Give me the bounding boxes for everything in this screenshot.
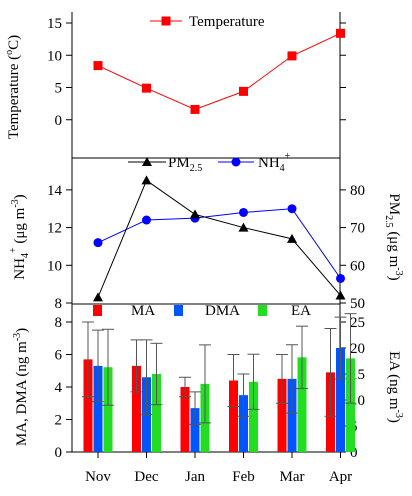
dma-bar xyxy=(239,395,248,452)
legend-temperature-label: Temperature xyxy=(189,14,265,30)
ea-bar xyxy=(249,381,258,452)
legend-ma-marker xyxy=(93,305,102,316)
x-tick-label: Feb xyxy=(232,469,255,485)
ma-dma-axis-tick-label: 0 xyxy=(55,445,63,461)
ma-bar xyxy=(277,378,287,452)
temperature-point xyxy=(93,61,103,71)
nh4-point xyxy=(287,204,297,214)
nh4-point xyxy=(93,238,103,248)
temperature-point xyxy=(336,28,345,38)
ea-axis-tick-label: 0 xyxy=(350,445,358,461)
axis-labels-layer: Temperature (oC) NH4+ (μg m-3) PM2.5 (μg m… xyxy=(4,35,404,446)
nh4-point xyxy=(336,273,345,283)
legend-dma-marker xyxy=(174,305,183,316)
ma-bar xyxy=(180,387,190,452)
pm25-point xyxy=(335,290,346,300)
pm25-point xyxy=(141,175,152,185)
pm25-axis-tick-label: 60 xyxy=(350,258,365,274)
x-tick-label: Mar xyxy=(280,469,305,485)
pm25-axis-tick-label: 80 xyxy=(350,183,365,199)
temperature-point xyxy=(287,51,297,61)
temperature-point xyxy=(239,86,248,96)
ma-dma-axis-tick-label: 8 xyxy=(55,315,63,331)
temperature-axis-label: Temperature (oC) xyxy=(4,35,22,139)
ma-bar xyxy=(83,359,93,452)
nh4-axis-tick-label: 8 xyxy=(55,296,63,312)
marks-layer xyxy=(82,28,357,452)
nh4-axis-tick-label: 10 xyxy=(47,258,62,274)
ea-bar xyxy=(297,357,307,452)
nh4-point xyxy=(142,215,151,225)
pm25-point xyxy=(190,209,200,219)
pm25-point xyxy=(238,222,249,232)
ma-bar xyxy=(132,365,141,452)
temperature-axis-tick-label: 5 xyxy=(55,81,63,97)
temperature-point xyxy=(190,104,200,114)
ea-axis-tick-label: 20 xyxy=(350,341,365,357)
ma-dma-axis-tick-label: 6 xyxy=(55,348,63,364)
ma-dma-axis-tick-label: 4 xyxy=(55,380,63,396)
ma-dma-axis-tick-label: 2 xyxy=(55,413,63,429)
legend-nh4-marker xyxy=(231,157,241,167)
temperature-axis-tick-label: 15 xyxy=(47,16,62,32)
nh4-line xyxy=(97,208,341,279)
x-tick-label: Dec xyxy=(134,469,158,485)
x-tick-label: Apr xyxy=(329,469,352,485)
dma-bar xyxy=(93,365,103,452)
ea-axis-tick-label: 25 xyxy=(350,315,365,331)
ea-bar xyxy=(152,374,161,452)
nh4-axis-tick-label: 14 xyxy=(47,183,63,199)
pm25-axis-tick-label: 50 xyxy=(350,296,365,312)
ma-bar xyxy=(229,380,238,452)
legend-dma-label: DMA xyxy=(205,303,240,319)
pm25-axis-tick-label: 70 xyxy=(350,221,365,237)
pm25-point xyxy=(93,292,103,302)
x-tick-label: Nov xyxy=(85,469,111,485)
dma-bar xyxy=(287,378,297,452)
pm25-line xyxy=(97,179,341,298)
x-tick-label: Jan xyxy=(185,469,205,485)
pm25-axis-label: PM2.5 (μg m-3) xyxy=(383,193,404,280)
dma-bar xyxy=(336,348,345,452)
nh4-axis-tick-label: 12 xyxy=(47,221,62,237)
ea-axis-label: EA (ng m-3) xyxy=(386,351,404,423)
pm25-point xyxy=(287,233,297,243)
legend-nh4-label: NH4+ xyxy=(258,151,291,174)
ma-dma-axis-label: MA, DMA (ng m-3) xyxy=(12,328,30,446)
nh4-axis-label: NH4+ (μg m-3) xyxy=(8,194,31,279)
legend-ea-label: EA xyxy=(291,303,311,319)
ea-bar xyxy=(103,367,113,452)
legend-pm25-marker xyxy=(142,157,152,166)
ea-bar xyxy=(346,358,355,452)
legend-temperature-marker xyxy=(161,16,171,26)
legend-ea-marker xyxy=(258,305,267,316)
legend-ma-label: MA xyxy=(131,303,155,319)
temperature-axis-tick-label: 10 xyxy=(47,48,62,64)
temperature-axis-tick-label: 0 xyxy=(55,113,63,129)
dma-bar xyxy=(190,408,200,452)
temperature-point xyxy=(142,83,151,93)
nh4-point xyxy=(239,207,248,217)
temperature-line xyxy=(97,32,341,110)
